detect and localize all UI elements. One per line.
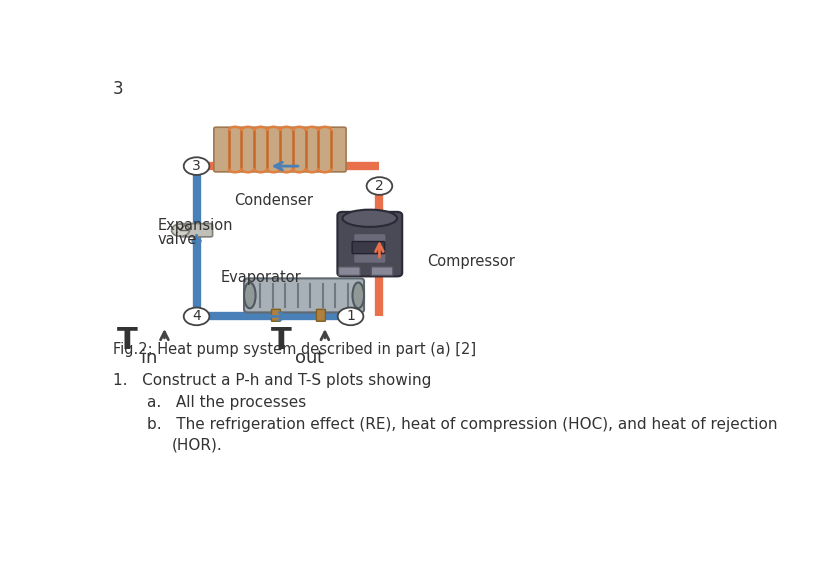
Text: Condenser: Condenser <box>234 193 313 208</box>
Text: Fig.2: Heat pump system described in part (a) [2]: Fig.2: Heat pump system described in par… <box>113 342 476 357</box>
Ellipse shape <box>352 282 364 308</box>
Text: (HOR).: (HOR). <box>172 438 222 453</box>
Text: b.   The refrigeration effect (RE), heat of compression (HOC), and heat of rejec: b. The refrigeration effect (RE), heat o… <box>147 417 777 432</box>
FancyBboxPatch shape <box>316 309 325 321</box>
Ellipse shape <box>244 282 256 308</box>
FancyBboxPatch shape <box>354 234 385 263</box>
Text: Evaporator: Evaporator <box>220 270 301 285</box>
Circle shape <box>171 224 189 236</box>
Text: 4: 4 <box>192 309 201 323</box>
Circle shape <box>337 308 363 325</box>
FancyBboxPatch shape <box>351 242 385 254</box>
Text: valve: valve <box>158 231 197 247</box>
Text: $\mathbf{T}$: $\mathbf{T}$ <box>116 326 139 355</box>
FancyBboxPatch shape <box>244 278 364 312</box>
FancyBboxPatch shape <box>213 127 346 172</box>
Text: Expansion: Expansion <box>158 218 233 233</box>
Text: 3: 3 <box>192 159 201 173</box>
Circle shape <box>184 157 209 175</box>
Text: 1: 1 <box>346 309 355 323</box>
Text: $\mathbf{T}$: $\mathbf{T}$ <box>270 326 293 355</box>
Text: 1.   Construct a P-h and T-S plots showing: 1. Construct a P-h and T-S plots showing <box>113 373 431 388</box>
Text: 3: 3 <box>113 80 123 98</box>
FancyBboxPatch shape <box>180 223 213 237</box>
Text: $\mathrm{in}$: $\mathrm{in}$ <box>140 348 157 367</box>
FancyBboxPatch shape <box>271 309 280 321</box>
Text: a.   All the processes: a. All the processes <box>147 395 306 410</box>
Text: 2: 2 <box>375 179 384 193</box>
Text: $\mathrm{out}$: $\mathrm{out}$ <box>294 348 325 367</box>
FancyBboxPatch shape <box>338 267 360 276</box>
FancyBboxPatch shape <box>370 267 393 276</box>
FancyBboxPatch shape <box>337 212 402 277</box>
Ellipse shape <box>342 210 397 227</box>
Circle shape <box>184 308 209 325</box>
Text: Compressor: Compressor <box>427 254 515 269</box>
Circle shape <box>366 177 392 195</box>
